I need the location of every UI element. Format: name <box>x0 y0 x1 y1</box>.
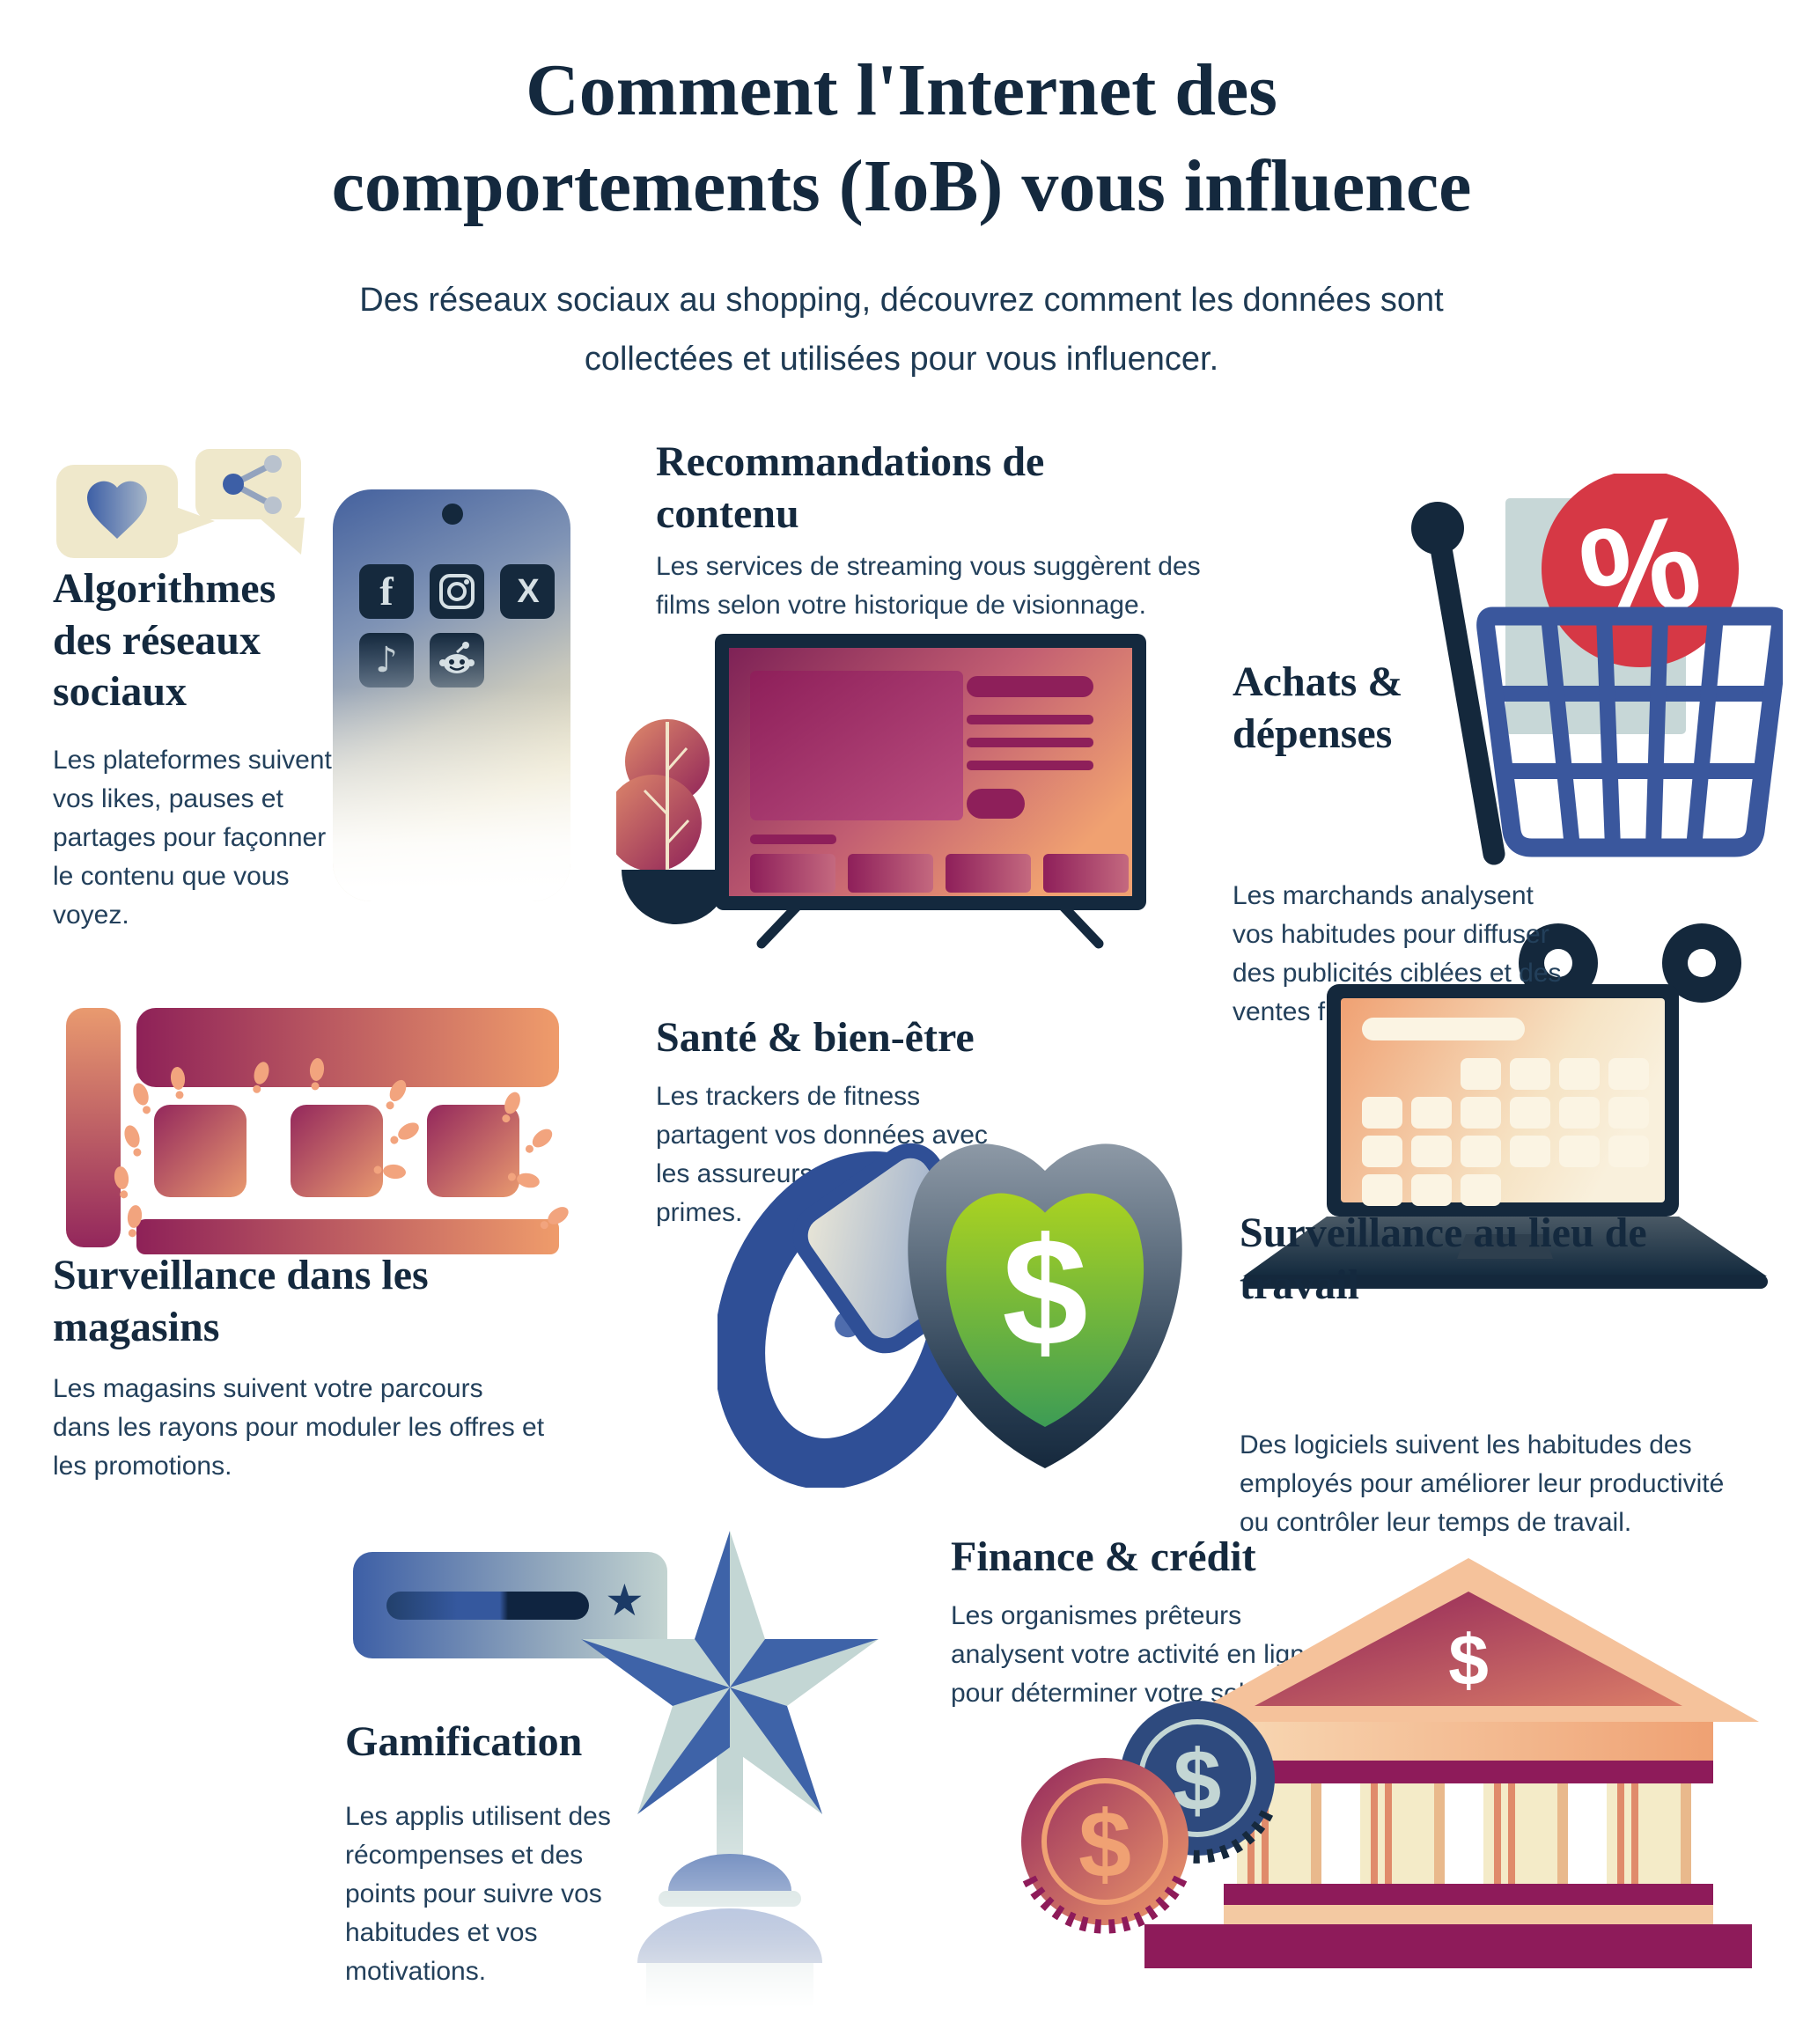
screen-title-bar <box>1362 1018 1525 1040</box>
section-store-surveillance: Surveillance dans les magasins <box>53 1250 528 1353</box>
page-subtitle-line1: Des réseaux sociaux au shopping, découvr… <box>359 282 1444 319</box>
display-table-2 <box>291 1105 383 1197</box>
tv <box>715 634 1146 949</box>
section-workplace-body: Des logiciels suivent les habitudes des … <box>1240 1430 1725 1538</box>
page-subtitle-line2: collectées et utilisées pour vous influe… <box>584 340 1219 378</box>
cart <box>1476 607 1783 857</box>
section-health: Santé & bien-être <box>656 1012 1114 1064</box>
laptop-touchpad <box>1457 1234 1553 1259</box>
section-social-algorithms: Algorithmes des réseaux sociaux <box>53 563 343 718</box>
laptop-base <box>1243 1275 1768 1289</box>
section-title: Santé & bien-être <box>656 1014 975 1061</box>
shelf-bottom <box>136 1219 559 1254</box>
section-workplace: Surveillance au lieu de travail <box>1240 1208 1733 1311</box>
smartphone-illustration: f X ♪ <box>333 489 570 901</box>
screen-activity-grid <box>1362 1058 1649 1206</box>
section-title: Surveillance au lieu de travail <box>1240 1209 1647 1308</box>
instagram-icon <box>430 564 484 619</box>
heart-icon <box>87 481 147 539</box>
trophy-illustration <box>581 1531 879 2025</box>
section-title: Finance & crédit <box>951 1533 1256 1580</box>
store-map-illustration <box>66 1008 572 1254</box>
x-glyph: X <box>517 573 539 610</box>
section-content-body: Les services de streaming vous suggèrent… <box>656 552 1201 621</box>
bank-dollar-glyph: $ <box>1448 1621 1489 1701</box>
tiktok-icon: ♪ <box>359 633 414 687</box>
section-title: Surveillance dans les magasins <box>53 1252 429 1350</box>
section-title: Achats & dépenses <box>1233 658 1403 757</box>
bank-and-coins-illustration: $ <box>1021 1558 1759 1968</box>
facebook-glyph: f <box>379 569 394 614</box>
page-title: Comment l'Internet des comportements (Io… <box>109 42 1694 234</box>
x-icon: X <box>500 564 555 619</box>
dollar-glyph: $ <box>1002 1207 1087 1379</box>
section-title: Algorithmes des réseaux sociaux <box>53 565 276 716</box>
reddit-icon <box>430 633 484 687</box>
share-icon <box>223 455 282 514</box>
tiktok-glyph: ♪ <box>375 640 398 680</box>
tv-button <box>967 789 1025 819</box>
laptop-illustration <box>1243 984 1768 1289</box>
section-gamification: Gamification <box>345 1717 715 1768</box>
coin-dollar-glyph: $ <box>1078 1790 1131 1897</box>
star-icon: ★ <box>605 1576 644 1625</box>
tv-illustration <box>616 634 1146 949</box>
heart-bubble-tail <box>176 507 215 535</box>
social-bubbles-illustration <box>56 449 305 558</box>
plant-pot <box>622 870 731 924</box>
section-shopping: Achats & dépenses <box>1233 657 1497 760</box>
fitness-watch-shield-illustration: $ <box>718 1143 1182 1488</box>
tv-hero-tile <box>750 671 963 820</box>
section-social-body: Les plateformes suivent vos likes, pause… <box>53 746 332 930</box>
trophy-base <box>637 1747 822 2025</box>
coin-orange: $ <box>1021 1758 1189 1934</box>
shopping-cart-illustration: % <box>1411 474 1783 1003</box>
page-title-line1: Comment l'Internet des <box>526 49 1277 131</box>
section-title: Recommandations de contenu <box>656 438 1045 537</box>
display-table-1 <box>154 1105 247 1197</box>
progress-bar <box>386 1592 589 1620</box>
section-finance: Finance & crédit <box>951 1532 1391 1584</box>
section-gamification-body: Les applis utilisent des récompenses et … <box>345 1802 611 1987</box>
section-store-body: Les magasins suivent votre parcours dans… <box>53 1374 545 1482</box>
plant <box>616 719 731 924</box>
trophy-star <box>581 1531 879 1814</box>
section-title: Gamification <box>345 1718 583 1765</box>
facebook-icon: f <box>359 564 414 619</box>
cart-handle-and-wheels <box>1411 502 1749 1003</box>
display-table-3 <box>427 1105 519 1197</box>
share-bubble <box>195 449 301 519</box>
share-bubble-tail <box>259 518 305 555</box>
section-content-recommendations: Recommandations de contenu <box>656 437 1070 540</box>
shield-illustration: $ <box>908 1143 1182 1468</box>
bank-building: $ <box>1144 1558 1759 1968</box>
bank-base <box>1144 1924 1752 1968</box>
phone-camera-dot <box>442 504 463 525</box>
page-title-line2: comportements (IoB) vous influence <box>331 145 1472 228</box>
shelf-vertical <box>66 1008 121 1247</box>
shelf-top <box>136 1008 559 1087</box>
page-subtitle: Des réseaux sociaux au shopping, découvr… <box>197 271 1606 388</box>
bank-columns <box>1237 1783 1691 1884</box>
